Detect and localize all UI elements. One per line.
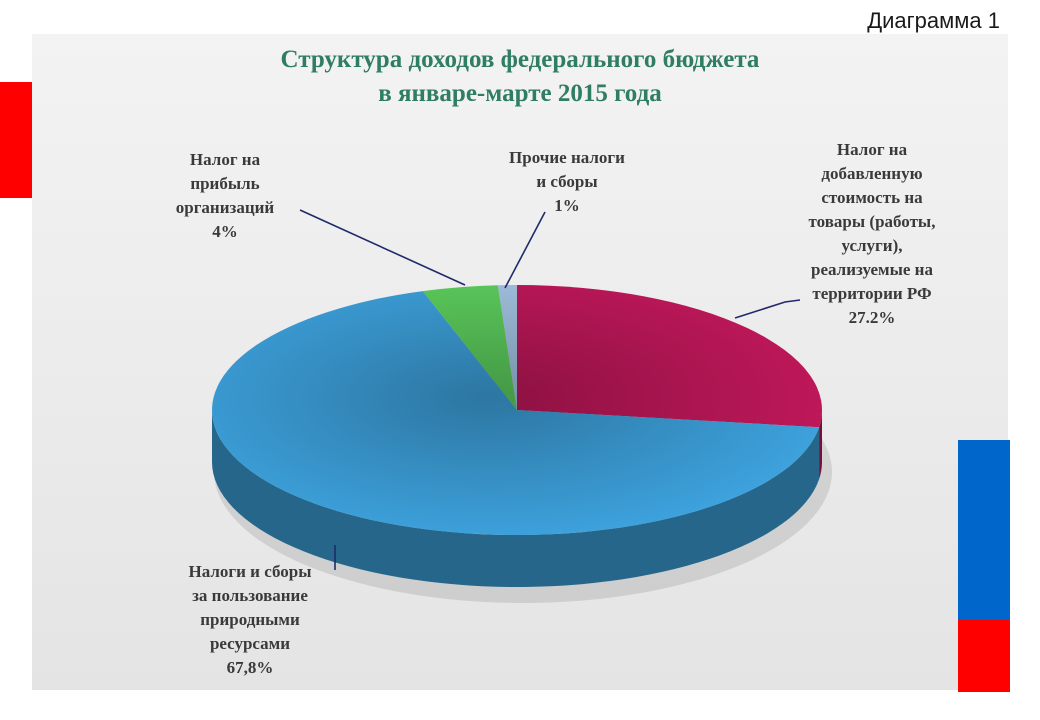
label-natural-resources-line: ресурсами (209, 634, 291, 653)
label-profit-tax-line: Налог на (189, 150, 261, 169)
diagram-caption: Диаграмма 1 (867, 8, 1000, 33)
label-natural-resources-line: природными (200, 610, 300, 629)
pie-slice-side (819, 410, 823, 480)
label-other-taxes-line: Прочие налоги (509, 148, 625, 167)
leader-line-profit-tax (299, 209, 466, 286)
left-red-bar (0, 82, 32, 198)
leader-line-vat (734, 299, 801, 319)
leader-line-other-taxes (504, 211, 546, 289)
right-red-bar (958, 620, 1010, 692)
label-natural-resources-line: Налоги и сборы (188, 562, 312, 581)
label-profit-tax-value: 4% (212, 222, 238, 241)
label-vat-line: услуги), (841, 236, 903, 255)
label-profit-tax-line: организаций (175, 198, 275, 217)
label-profit-tax-line: прибыль (190, 174, 260, 193)
label-natural-resources-value: 67,8% (226, 658, 274, 677)
pie-sheen (212, 285, 822, 535)
label-vat-line: товары (работы, (808, 212, 936, 231)
label-vat-value: 27.2% (848, 308, 896, 327)
label-vat: Налог на добавленную стоимость на товары… (772, 138, 972, 330)
chart-title-line-2: в январе-марте 2015 года (378, 80, 662, 107)
label-natural-resources: Налоги и сборы за пользование природными… (150, 560, 350, 680)
label-vat-line: стоимость на (821, 188, 923, 207)
pie-slice-side (212, 410, 820, 588)
chart-title-line-1: Структура доходов федерального бюджета (280, 46, 760, 73)
label-vat-line: добавленную (821, 164, 923, 183)
label-other-taxes-value: 1% (554, 196, 580, 215)
label-vat-line: реализуемые на (811, 260, 933, 279)
label-other-taxes-line: и сборы (536, 172, 598, 191)
label-vat-line: Налог на (836, 140, 908, 159)
label-profit-tax: Налог на прибыль организаций 4% (150, 148, 300, 244)
label-natural-resources-line: за пользование (192, 586, 308, 605)
label-vat-line: территории РФ (812, 284, 932, 303)
label-other-taxes: Прочие налоги и сборы 1% (482, 146, 652, 218)
right-blue-bar (958, 440, 1010, 620)
